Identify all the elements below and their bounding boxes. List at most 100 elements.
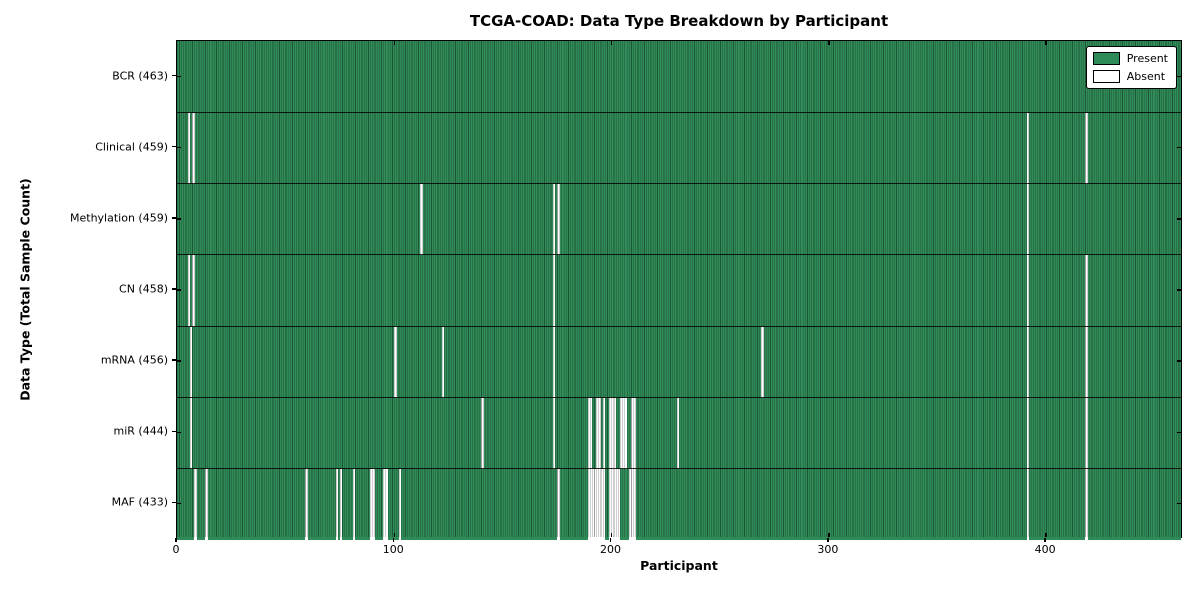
x-tick-label-100: 100	[382, 543, 404, 556]
inner-tick-mark	[610, 533, 613, 537]
x-tick-mark	[827, 538, 829, 542]
absent-cell	[335, 468, 338, 540]
absent-cell	[194, 468, 197, 540]
absent-cell	[1085, 255, 1088, 327]
absent-cell	[370, 468, 373, 540]
heatmap-row-clinical	[177, 112, 1181, 185]
absent-cell	[1085, 397, 1088, 469]
inner-tick-mark	[177, 75, 181, 78]
absent-cell	[620, 397, 623, 469]
heatmap-row-mrna	[177, 325, 1181, 398]
absent-cell	[394, 326, 397, 398]
y-tick-mark	[172, 288, 176, 290]
chart-title: TCGA-COAD: Data Type Breakdown by Partic…	[469, 12, 889, 30]
x-tick-mark	[392, 538, 394, 542]
inner-tick-mark	[393, 533, 395, 537]
y-tick-label-methylation: Methylation (459)	[70, 211, 168, 225]
x-tick-label-0: 0	[172, 543, 180, 556]
absent-cell	[631, 468, 634, 540]
absent-cell	[676, 397, 680, 469]
absent-cell	[1085, 468, 1088, 540]
inner-tick-mark	[177, 502, 181, 505]
absent-cell	[190, 326, 193, 398]
x-axis-title: Participant	[640, 558, 718, 573]
inner-tick-mark	[1177, 218, 1181, 220]
absent-cell	[602, 397, 606, 469]
absent-cell	[398, 468, 401, 540]
heatmap-row-mir	[177, 396, 1181, 469]
absent-cell	[481, 397, 484, 469]
y-tick-label-mrna: mRNA (456)	[100, 353, 168, 367]
inner-tick-mark	[1177, 502, 1181, 505]
absent-cell	[596, 397, 599, 469]
absent-cell	[613, 397, 617, 469]
absent-cell	[1026, 255, 1029, 327]
absent-cell	[1026, 468, 1029, 540]
inner-tick-mark	[177, 289, 181, 291]
absent-cell	[557, 468, 560, 540]
inner-tick-mark	[1177, 431, 1181, 433]
absent-cell	[187, 113, 191, 185]
absent-cell	[552, 326, 556, 398]
inner-tick-mark	[177, 218, 181, 220]
y-tick-mark	[172, 146, 176, 148]
absent-cell	[372, 468, 375, 540]
absent-cell	[633, 468, 636, 540]
heatmap-row-cn	[177, 254, 1181, 327]
absent-cell	[385, 468, 388, 540]
absent-cell	[192, 113, 195, 185]
absent-cell	[192, 255, 195, 327]
legend-swatch-absent	[1092, 70, 1120, 83]
y-tick-mark	[172, 359, 176, 361]
inner-tick-mark	[177, 147, 181, 149]
absent-cell	[594, 468, 597, 540]
y-tick-label-clinical: Clinical (459)	[95, 140, 168, 154]
inner-tick-mark	[828, 533, 830, 537]
inner-tick-mark	[393, 41, 395, 45]
inner-tick-mark	[1177, 75, 1181, 78]
absent-cell	[615, 468, 619, 540]
absent-cell	[761, 326, 764, 398]
absent-cell	[609, 468, 612, 540]
absent-cell	[587, 468, 590, 540]
x-tick-label-300: 300	[817, 543, 839, 556]
inner-tick-mark	[828, 41, 830, 45]
inner-tick-mark	[610, 41, 613, 45]
inner-tick-mark	[177, 431, 181, 433]
inner-tick-mark	[177, 360, 181, 362]
y-tick-label-bcr: BCR (463)	[112, 69, 168, 83]
absent-cell	[598, 468, 601, 540]
legend-label-absent: Absent	[1126, 70, 1166, 83]
absent-cell	[305, 468, 308, 540]
absent-cell	[205, 468, 208, 540]
absent-cell	[596, 468, 599, 540]
absent-cell	[602, 468, 606, 540]
absent-cell	[1085, 113, 1088, 185]
absent-cell	[1026, 326, 1029, 398]
absent-cell	[552, 184, 556, 256]
legend: Present Absent	[1085, 46, 1177, 89]
x-tick-mark	[175, 538, 177, 542]
legend-swatch-present	[1092, 52, 1120, 65]
absent-cell	[631, 397, 634, 469]
absent-cell	[611, 397, 614, 469]
plot-area: Present Absent	[176, 40, 1182, 540]
absent-cell	[589, 397, 593, 469]
absent-cell	[187, 255, 191, 327]
absent-cell	[622, 397, 625, 469]
absent-cell	[1085, 326, 1088, 398]
y-tick-mark	[172, 74, 176, 77]
absent-cell	[557, 184, 560, 256]
absent-cell	[339, 468, 343, 540]
x-tick-mark	[1044, 538, 1046, 542]
absent-cell	[633, 397, 636, 469]
absent-cell	[598, 397, 601, 469]
y-tick-mark	[172, 501, 176, 504]
y-tick-label-maf: MAF (433)	[111, 495, 168, 509]
y-tick-mark	[172, 217, 176, 219]
heatmap-row-maf	[177, 467, 1181, 540]
absent-cell	[589, 468, 593, 540]
absent-cell	[190, 397, 193, 469]
heatmap-row-bcr	[177, 41, 1181, 113]
inner-tick-mark	[1045, 533, 1047, 537]
